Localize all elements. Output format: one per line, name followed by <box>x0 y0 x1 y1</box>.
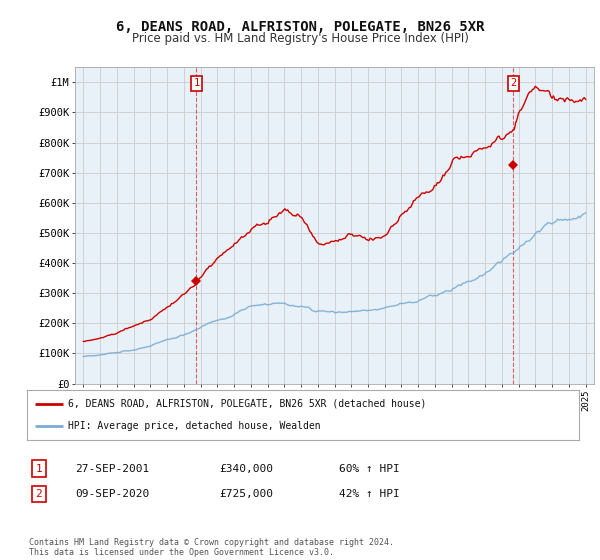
Text: Contains HM Land Registry data © Crown copyright and database right 2024.
This d: Contains HM Land Registry data © Crown c… <box>29 538 394 557</box>
Text: HPI: Average price, detached house, Wealden: HPI: Average price, detached house, Weal… <box>68 421 321 431</box>
Text: 1: 1 <box>193 78 200 88</box>
Text: £725,000: £725,000 <box>219 489 273 499</box>
Text: 2: 2 <box>511 78 517 88</box>
Text: 6, DEANS ROAD, ALFRISTON, POLEGATE, BN26 5XR: 6, DEANS ROAD, ALFRISTON, POLEGATE, BN26… <box>116 20 484 34</box>
Text: 27-SEP-2001: 27-SEP-2001 <box>75 464 149 474</box>
Text: 42% ↑ HPI: 42% ↑ HPI <box>339 489 400 499</box>
Text: Price paid vs. HM Land Registry's House Price Index (HPI): Price paid vs. HM Land Registry's House … <box>131 32 469 45</box>
Text: 6, DEANS ROAD, ALFRISTON, POLEGATE, BN26 5XR (detached house): 6, DEANS ROAD, ALFRISTON, POLEGATE, BN26… <box>68 399 427 409</box>
Text: 1: 1 <box>35 464 43 474</box>
Text: £340,000: £340,000 <box>219 464 273 474</box>
Text: 60% ↑ HPI: 60% ↑ HPI <box>339 464 400 474</box>
Text: 2: 2 <box>35 489 43 499</box>
Text: 09-SEP-2020: 09-SEP-2020 <box>75 489 149 499</box>
